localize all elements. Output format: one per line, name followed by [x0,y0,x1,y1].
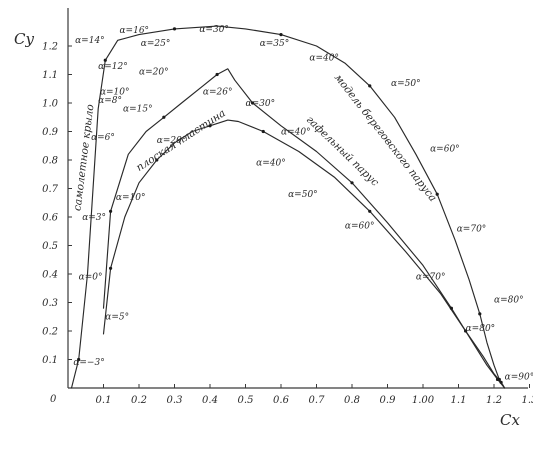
data-point [499,380,503,384]
angle-annotation: α=6° [91,133,115,143]
angle-annotation: α=25° [141,39,171,49]
angle-annotation: α=15° [123,105,153,115]
data-point [109,209,113,213]
x-tick-label: 0.9 [380,395,397,406]
curves-layer [70,25,506,389]
data-point [215,72,219,77]
y-tick-label: 0.6 [42,213,59,224]
data-point [449,306,453,310]
x-tick-label: 1.00 [412,395,435,406]
data-point [155,158,159,162]
y-tick-label: 1.0 [42,99,59,110]
angle-annotations-layer: α=14°α=16°α=12°α=10°α=8°α=6°α=3°α=0°α=−3… [73,25,533,383]
y-tick-label: 0.8 [42,156,58,167]
data-point [77,357,81,362]
angle-annotation: α=20° [139,68,169,78]
curve-name-label: модель береговского паруса [332,72,439,204]
angle-annotation: α=10° [100,87,130,97]
angle-annotation: α=30° [246,99,276,109]
data-points-layer [77,27,503,384]
origin-label: 0 [50,394,57,405]
axis-ticks: 0.10.20.30.40.50.60.70.80.91.001.11.21.3… [42,42,533,407]
x-tick-label: 0.1 [96,395,112,406]
angle-annotation: α=80° [494,296,524,306]
angle-annotation: α=8° [98,96,122,106]
data-point [172,27,177,31]
data-point [464,329,468,333]
curve-name-label: плоская пластина [134,107,228,174]
y-tick-label: 1.1 [42,70,58,81]
angle-annotation: α=60° [430,144,460,154]
x-tick-label: 1.3 [522,395,533,406]
angle-annotation: α=40° [309,53,339,63]
series-line-1 [70,25,506,389]
x-tick-label: 0.4 [202,395,218,406]
angle-annotation: α=−3° [73,358,104,368]
angle-annotation: α=26° [203,87,233,97]
data-point [435,192,439,196]
data-point [162,115,166,119]
angle-annotation: α=50° [288,190,318,200]
y-tick-label: 0.4 [42,270,58,281]
x-tick-label: 0.6 [273,395,290,406]
y-tick-label: 0.2 [42,327,58,338]
x-axis-title: Cx [500,411,520,429]
data-point [478,312,482,316]
data-point [368,209,372,213]
y-tick-label: 0.9 [42,127,59,138]
data-point [279,33,283,37]
angle-annotation: α=14° [75,36,105,46]
angle-annotation: α=10° [116,193,146,203]
y-tick-label: 0.3 [42,298,58,309]
data-point [495,377,500,382]
angle-annotation: α=70° [457,224,487,234]
x-tick-label: 0.8 [344,395,360,406]
x-tick-label: 1.2 [486,395,502,406]
angle-annotation: α=50° [391,79,421,89]
data-point [208,124,212,128]
angle-annotation: α=5° [105,313,129,323]
angle-annotation: α=16° [119,26,149,36]
angle-annotation: α=30° [199,25,229,35]
data-point [103,58,107,62]
angle-annotation: α=0° [79,273,103,283]
angle-annotation: α=60° [345,221,375,231]
angle-annotation: α=40° [281,127,311,137]
angle-annotation: α=40° [256,159,286,169]
data-point [261,129,265,134]
x-tick-label: 0.5 [238,395,254,406]
angle-annotation: α=20° [157,136,187,146]
y-tick-label: 0.1 [42,355,58,366]
angle-annotation: α=70° [416,273,446,283]
x-tick-label: 1.1 [451,395,467,406]
chart-axes [67,8,528,389]
angle-annotation: α=3° [82,213,106,223]
y-axis-title: Cy [14,30,34,48]
data-point [368,84,372,88]
data-point [350,181,354,185]
y-tick-label: 1.2 [42,42,58,53]
angle-annotation: α=80° [466,324,496,334]
angle-annotation: α=35° [260,39,290,49]
angle-annotation: α=12° [98,62,128,72]
angle-annotation: α=90° [505,372,533,382]
x-tick-label: 0.3 [167,395,183,406]
data-point [109,266,113,270]
x-tick-label: 0.7 [309,395,326,406]
x-tick-label: 0.2 [131,395,147,406]
data-point [251,101,255,105]
y-tick-label: 0.7 [42,184,59,195]
series-line-3 [102,119,506,389]
y-tick-label: 0.5 [42,241,58,252]
